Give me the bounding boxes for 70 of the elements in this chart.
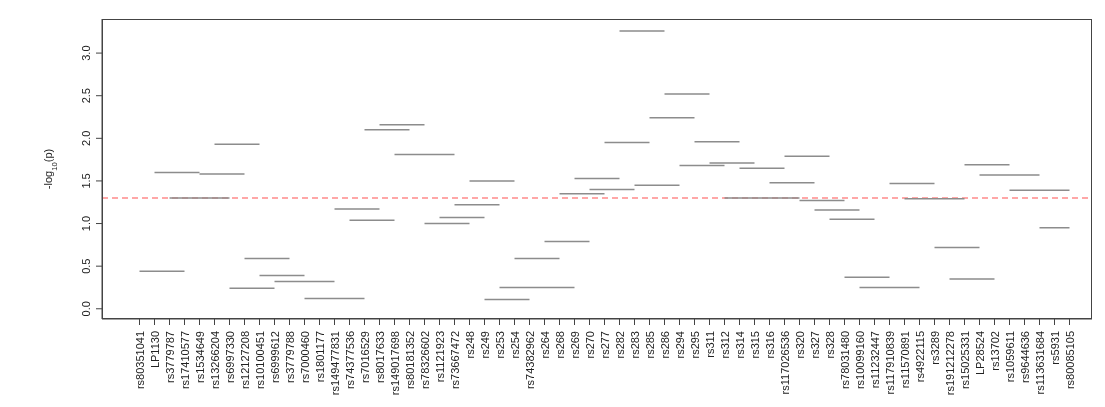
x-tick-label: rs6997330 — [223, 331, 236, 383]
x-tick-label: rs191212278 — [943, 331, 956, 396]
x-tick-label: rs315 — [748, 331, 761, 359]
x-tick-label: rs295 — [688, 331, 701, 359]
x-tick-label: rs149017698 — [388, 331, 401, 396]
x-tick-label: rs9644636 — [1018, 331, 1031, 383]
x-tick-label: rs149477831 — [328, 331, 341, 396]
y-tick-label: 0.0 — [80, 301, 92, 317]
x-tick-label: rs74382962 — [523, 331, 536, 390]
x-tick-label: rs314 — [733, 331, 746, 359]
y-tick-label: 2.0 — [80, 130, 92, 146]
x-tick-label: rs11232447 — [868, 331, 881, 389]
x-tick-label: rs5931 — [1048, 331, 1061, 365]
x-tick-label: rs8017633 — [373, 331, 386, 383]
x-tick-label: rs283 — [628, 331, 641, 359]
x-tick-label: rs7000460 — [298, 331, 311, 383]
x-tick-label: rs320 — [793, 331, 806, 359]
x-tick-label: rs13266204 — [208, 331, 221, 390]
x-tick-label: rs1534649 — [193, 331, 206, 383]
x-tick-label: rs6999612 — [268, 331, 281, 383]
x-tick-label: rs78326602 — [418, 331, 431, 390]
x-tick-label: rs113631684 — [1033, 331, 1046, 395]
x-tick-label: rs17410577 — [178, 331, 191, 390]
x-tick-label: rs117910839 — [883, 331, 896, 395]
x-tick-label: rs73667472 — [448, 331, 461, 390]
x-tick-label: LP1130 — [148, 331, 161, 369]
x-tick-label: rs327 — [808, 331, 821, 359]
x-tick-label: rs328 — [823, 331, 836, 359]
x-tick-label: rs1121923 — [433, 331, 446, 383]
x-tick-label: rs248 — [463, 331, 476, 359]
x-tick-label: rs74377536 — [343, 331, 356, 390]
y-tick-label: 2.5 — [80, 88, 92, 104]
x-tick-label: rs7016529 — [358, 331, 371, 383]
x-tick-label: rs15025331 — [958, 331, 971, 390]
x-tick-label: rs269 — [568, 331, 581, 359]
x-tick-label: rs286 — [658, 331, 671, 359]
x-tick-label: rs268 — [553, 331, 566, 359]
x-tick-label: rs80351041 — [133, 331, 146, 390]
x-tick-label: rs10099160 — [853, 331, 866, 390]
x-tick-label: rs294 — [673, 331, 686, 359]
y-tick-label: 0.5 — [80, 258, 92, 274]
x-tick-label: rs80181352 — [403, 331, 416, 390]
x-tick-label: rs1059611 — [1003, 331, 1016, 383]
x-tick-label: rs10100451 — [253, 331, 266, 390]
y-tick-label: 1.5 — [80, 173, 92, 189]
x-tick-label: rs3289 — [928, 331, 941, 365]
x-tick-label: rs312 — [718, 331, 731, 359]
x-tick-label: rs285 — [643, 331, 656, 359]
x-tick-label: rs249 — [478, 331, 491, 359]
x-tick-label: rs3779788 — [283, 331, 296, 383]
x-tick-label: rs78031480 — [838, 331, 851, 390]
x-tick-label: rs3779787 — [163, 331, 176, 383]
x-tick-label: rs117026536 — [778, 331, 791, 395]
x-tick-label: rs11570891 — [898, 331, 911, 389]
x-tick-label: rs12127208 — [238, 331, 251, 390]
x-tick-label: rs4922115 — [913, 331, 926, 383]
y-tick-label: 3.0 — [80, 45, 92, 61]
x-tick-label: rs264 — [538, 331, 551, 359]
y-tick-label: 1.0 — [80, 215, 92, 232]
x-tick-label: rs282 — [613, 331, 626, 359]
x-tick-label: rs277 — [598, 331, 611, 359]
x-tick-label: rs254 — [508, 331, 521, 359]
x-tick-label: rs253 — [493, 331, 506, 359]
x-tick-label: rs13702 — [988, 331, 1001, 371]
x-tick-label: rs80085105 — [1063, 331, 1076, 390]
x-tick-label: rs1801177 — [313, 331, 326, 383]
x-tick-label: rs316 — [763, 331, 776, 359]
x-tick-label: LP28524 — [973, 331, 986, 376]
x-tick-label: rs311 — [703, 331, 716, 358]
x-tick-label: rs270 — [583, 331, 596, 359]
